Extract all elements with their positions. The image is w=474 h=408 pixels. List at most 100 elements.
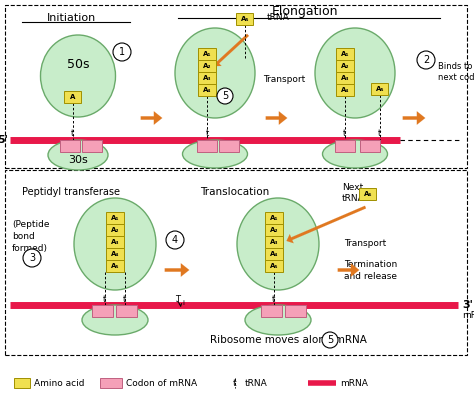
- FancyBboxPatch shape: [106, 260, 124, 272]
- FancyBboxPatch shape: [336, 72, 354, 84]
- Text: A₃: A₃: [203, 75, 211, 81]
- Ellipse shape: [82, 305, 148, 335]
- Text: t: t: [205, 129, 209, 137]
- Text: T: T: [175, 295, 181, 304]
- Text: A₅: A₅: [376, 86, 384, 92]
- FancyBboxPatch shape: [106, 224, 124, 236]
- Text: 2: 2: [423, 55, 429, 65]
- Text: Initiation: Initiation: [47, 13, 97, 23]
- Text: 5: 5: [222, 91, 228, 101]
- Text: tRNA: tRNA: [267, 13, 290, 22]
- Text: t: t: [233, 379, 237, 388]
- Circle shape: [166, 231, 184, 249]
- FancyBboxPatch shape: [265, 236, 283, 248]
- Text: Transport: Transport: [344, 239, 386, 248]
- Text: t: t: [342, 129, 346, 137]
- Text: A₃: A₃: [270, 239, 278, 245]
- FancyBboxPatch shape: [237, 13, 254, 25]
- Ellipse shape: [175, 28, 255, 118]
- Text: A: A: [70, 94, 76, 100]
- FancyBboxPatch shape: [198, 72, 216, 84]
- Text: Binds to
next codon: Binds to next codon: [438, 62, 474, 82]
- Text: A₄: A₄: [111, 251, 119, 257]
- Text: 5: 5: [327, 335, 333, 345]
- Text: 3: 3: [29, 253, 35, 263]
- FancyBboxPatch shape: [60, 140, 80, 152]
- Text: A₂: A₂: [341, 63, 349, 69]
- Text: (Peptide
bond
formed): (Peptide bond formed): [12, 220, 49, 253]
- FancyBboxPatch shape: [64, 91, 82, 103]
- Text: t: t: [122, 295, 126, 304]
- FancyBboxPatch shape: [82, 140, 102, 152]
- Text: t: t: [377, 129, 381, 137]
- Text: A₂: A₂: [270, 227, 278, 233]
- Circle shape: [113, 43, 131, 61]
- Text: A₅: A₅: [270, 263, 278, 269]
- FancyBboxPatch shape: [106, 248, 124, 260]
- FancyBboxPatch shape: [198, 84, 216, 96]
- Text: A₅: A₅: [111, 263, 119, 269]
- Text: mRNA: mRNA: [340, 379, 368, 388]
- Text: Next
tRNA: Next tRNA: [342, 183, 365, 204]
- Text: A₃: A₃: [341, 75, 349, 81]
- Ellipse shape: [48, 140, 108, 170]
- Circle shape: [322, 332, 338, 348]
- FancyBboxPatch shape: [198, 48, 216, 60]
- Text: 30s: 30s: [68, 155, 88, 165]
- FancyBboxPatch shape: [262, 305, 283, 317]
- Text: A₂: A₂: [203, 63, 211, 69]
- Bar: [5, 5, 467, 168]
- FancyBboxPatch shape: [14, 378, 30, 388]
- FancyBboxPatch shape: [197, 140, 217, 152]
- Text: A₁: A₁: [111, 215, 119, 221]
- Ellipse shape: [182, 140, 247, 168]
- FancyBboxPatch shape: [117, 305, 137, 317]
- FancyBboxPatch shape: [219, 140, 239, 152]
- Bar: [5, 170, 467, 355]
- FancyBboxPatch shape: [198, 60, 216, 72]
- FancyBboxPatch shape: [336, 48, 354, 60]
- Text: t: t: [272, 295, 274, 304]
- FancyBboxPatch shape: [106, 212, 124, 224]
- Text: A₄: A₄: [270, 251, 278, 257]
- Circle shape: [23, 249, 41, 267]
- FancyBboxPatch shape: [360, 140, 380, 152]
- FancyBboxPatch shape: [335, 140, 355, 152]
- Circle shape: [417, 51, 435, 69]
- FancyBboxPatch shape: [106, 236, 124, 248]
- Text: t: t: [70, 129, 73, 137]
- Text: 1: 1: [119, 47, 125, 57]
- Text: Codon of mRNA: Codon of mRNA: [126, 379, 197, 388]
- FancyBboxPatch shape: [372, 83, 389, 95]
- Ellipse shape: [245, 305, 311, 335]
- FancyBboxPatch shape: [285, 305, 307, 317]
- Text: Transport: Transport: [263, 75, 305, 84]
- Text: A₁: A₁: [203, 51, 211, 57]
- FancyBboxPatch shape: [359, 188, 376, 200]
- Circle shape: [217, 88, 233, 104]
- Ellipse shape: [74, 198, 156, 290]
- FancyBboxPatch shape: [336, 84, 354, 96]
- Text: A₆: A₆: [364, 191, 372, 197]
- Text: Amino acid: Amino acid: [34, 379, 84, 388]
- Text: A₄: A₄: [203, 87, 211, 93]
- FancyBboxPatch shape: [265, 224, 283, 236]
- Text: A₅: A₅: [241, 16, 249, 22]
- Text: Termination
and release: Termination and release: [344, 260, 397, 281]
- Text: Peptidyl transferase: Peptidyl transferase: [22, 187, 120, 197]
- Text: Ribosome moves along mRNA: Ribosome moves along mRNA: [210, 335, 367, 345]
- Ellipse shape: [40, 35, 116, 117]
- Ellipse shape: [237, 198, 319, 290]
- Text: 5': 5': [0, 135, 8, 145]
- Text: t: t: [102, 295, 106, 304]
- Ellipse shape: [322, 140, 388, 168]
- Text: A₃: A₃: [111, 239, 119, 245]
- FancyBboxPatch shape: [265, 212, 283, 224]
- Text: A₁: A₁: [341, 51, 349, 57]
- FancyBboxPatch shape: [265, 260, 283, 272]
- Text: A₄: A₄: [341, 87, 349, 93]
- Text: A₂: A₂: [111, 227, 119, 233]
- Text: Elongation: Elongation: [272, 5, 338, 18]
- FancyBboxPatch shape: [92, 305, 113, 317]
- FancyBboxPatch shape: [100, 378, 122, 388]
